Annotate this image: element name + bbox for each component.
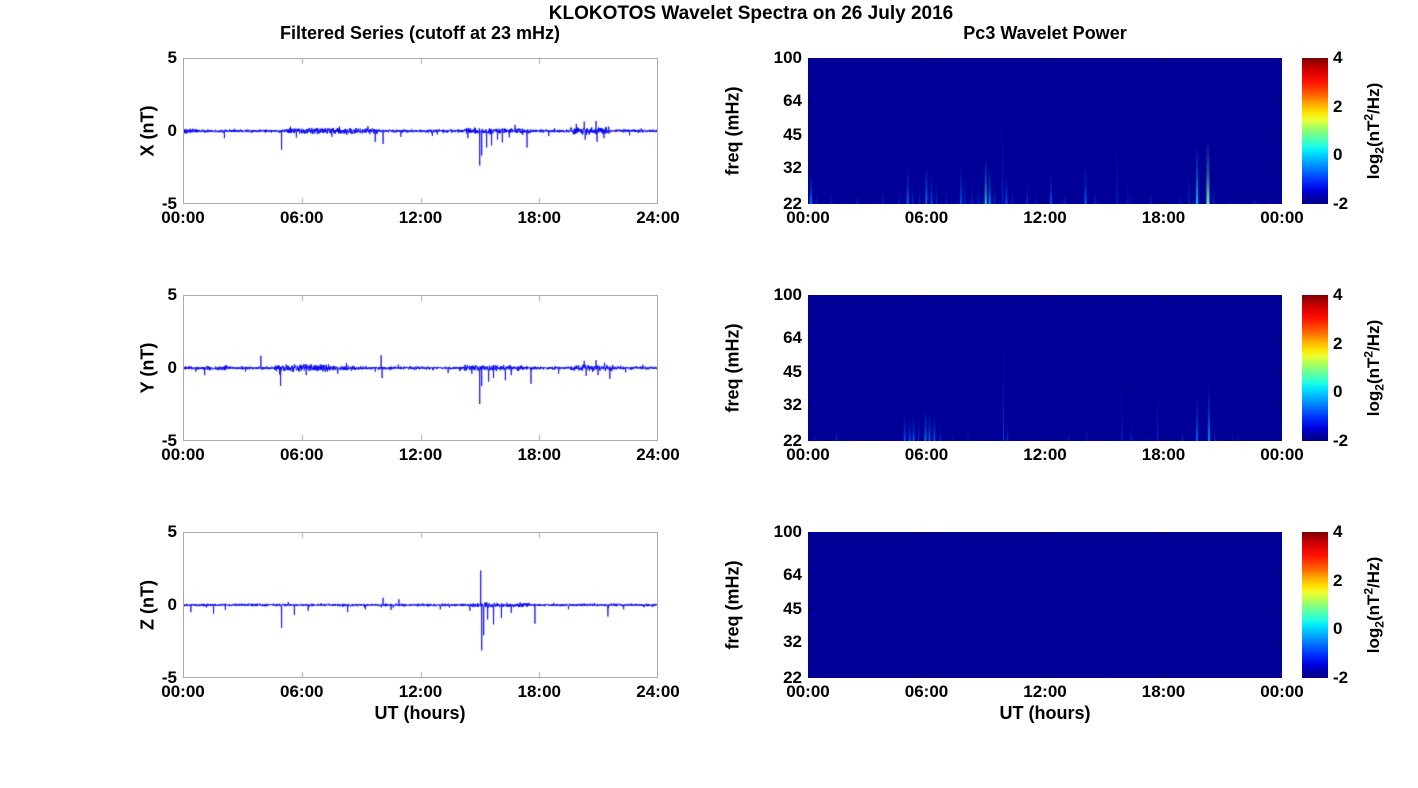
spec-x-tick-label: 18:00 [1141, 445, 1186, 464]
y-tick-label: 0 [167, 595, 177, 614]
y-tick-label: 5 [167, 48, 177, 67]
y-series-panel [183, 295, 658, 441]
spec-x-tick-label: 18:00 [1141, 682, 1186, 701]
x-tick-label: 00:00 [161, 445, 205, 464]
colorbar-tick-label: -2 [1333, 431, 1349, 450]
x-tick-label: 12:00 [398, 208, 443, 227]
z-series-panel [183, 532, 658, 678]
freq-tick-label: 32 [783, 394, 802, 414]
x-tick-label: 12:00 [398, 445, 443, 464]
freq-tick-label: 32 [783, 631, 802, 651]
colorbar-y [1302, 295, 1328, 441]
freq-tick-label: 64 [783, 91, 802, 111]
x-tick-label: 24:00 [636, 208, 680, 227]
x-series-trace [184, 59, 657, 203]
spec-x-tick-label: 00:00 [786, 445, 830, 464]
left-column-title: Filtered Series (cutoff at 23 mHz) [279, 23, 561, 43]
spec-x-tick-label: 12:00 [1023, 682, 1067, 701]
colorbar-tick-label: 0 [1333, 382, 1343, 402]
colorbar-tick-label: 2 [1333, 570, 1343, 590]
freq-tick-label: 22 [783, 668, 802, 687]
spec-x-tick-label: 06:00 [904, 445, 949, 464]
colorbar-tick-label: 4 [1333, 48, 1343, 67]
y-tick-label: -5 [161, 194, 177, 213]
colorbar-tick-label: 0 [1333, 145, 1343, 165]
spec-x-tick-label: 00:00 [1260, 208, 1304, 227]
x-tick-label: 12:00 [398, 682, 443, 701]
y-wavelet-freq-label: freq (mHz) [722, 323, 743, 413]
colorbar-tick-label: 4 [1333, 285, 1343, 304]
figure-title: KLOKOTOS Wavelet Spectra on 26 July 2016 [548, 3, 954, 24]
spec-x-tick-label: 00:00 [1260, 445, 1304, 464]
z-wavelet-freq-label: freq (mHz) [722, 560, 743, 650]
y-tick-label: 5 [167, 285, 177, 304]
x-series-panel [183, 58, 658, 204]
spec-x-tick-label: 18:00 [1141, 208, 1186, 227]
freq-tick-label: 64 [783, 328, 802, 348]
x-tick-label: 18:00 [517, 682, 561, 701]
freq-tick-label: 64 [783, 565, 802, 585]
colorbar-tick-label: 2 [1333, 96, 1343, 116]
colorbar-x [1302, 58, 1328, 204]
y-tick-label: -5 [161, 668, 177, 687]
x-tick-label: 06:00 [280, 682, 324, 701]
freq-tick-label: 32 [783, 157, 802, 177]
y-tick-label: 0 [167, 121, 177, 140]
y-tick-label: 5 [167, 522, 177, 541]
x-tick-label: 18:00 [517, 208, 561, 227]
right-x-axis-label: UT (hours) [999, 703, 1091, 723]
freq-tick-label: 45 [783, 361, 802, 381]
freq-tick-label: 100 [773, 522, 802, 541]
colorbar-tick-label: 0 [1333, 619, 1343, 639]
spec-x-tick-label: 00:00 [1260, 682, 1304, 701]
x-tick-label: 00:00 [161, 208, 205, 227]
x-wavelet-freq-label: freq (mHz) [722, 86, 743, 176]
right-column-title: Pc3 Wavelet Power [963, 23, 1127, 43]
x-tick-label: 00:00 [161, 682, 205, 701]
x-tick-label: 18:00 [517, 445, 561, 464]
colorbar-tick-label: -2 [1333, 194, 1349, 213]
colorbar-label-text: (nT [1364, 357, 1384, 385]
freq-tick-label: 45 [783, 124, 802, 144]
colorbar-tick-label: 2 [1333, 333, 1343, 353]
z-wavelet-spectrogram [808, 532, 1282, 678]
y-tick-label: 0 [167, 358, 177, 377]
colorbar-label-text: (nT [1364, 120, 1384, 148]
spec-x-tick-label: 12:00 [1023, 208, 1067, 227]
freq-tick-label: 100 [773, 285, 802, 304]
spec-x-tick-label: 00:00 [786, 682, 830, 701]
freq-tick-label: 22 [783, 431, 802, 450]
freq-tick-label: 45 [783, 598, 802, 618]
x-tick-label: 06:00 [280, 208, 324, 227]
freq-tick-label: 100 [773, 48, 802, 67]
spec-x-tick-label: 06:00 [904, 682, 949, 701]
z-series-trace [184, 533, 657, 677]
spec-x-tick-label: 06:00 [904, 208, 949, 227]
y-tick-label: -5 [161, 431, 177, 450]
y-wavelet-spectrogram [808, 295, 1282, 441]
x-tick-label: 24:00 [636, 682, 680, 701]
x-tick-label: 06:00 [280, 445, 324, 464]
y-series-trace [184, 296, 657, 440]
x-tick-label: 24:00 [636, 445, 680, 464]
left-x-axis-label: UT (hours) [374, 703, 466, 723]
spec-x-tick-label: 00:00 [786, 208, 830, 227]
colorbar-tick-label: -2 [1333, 668, 1349, 687]
colorbar-z [1302, 532, 1328, 678]
colorbar-tick-label: 4 [1333, 522, 1343, 541]
colorbar-label-text: (nT [1364, 594, 1384, 622]
spec-x-tick-label: 12:00 [1023, 445, 1067, 464]
x-wavelet-spectrogram [808, 58, 1282, 204]
freq-tick-label: 22 [783, 194, 802, 213]
